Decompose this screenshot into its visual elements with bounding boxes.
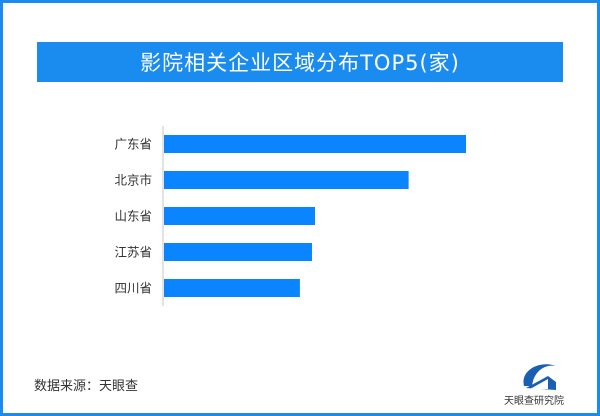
bar-1 (164, 171, 409, 189)
tianyancha-logo-icon (523, 364, 556, 390)
category-label: 广东省 (114, 137, 152, 152)
bar-2 (164, 207, 315, 225)
category-label: 北京市 (114, 173, 152, 188)
data-source: 数据来源：天眼查 (34, 379, 139, 394)
category-label: 山东省 (114, 209, 152, 224)
bar-4 (164, 279, 300, 297)
bar-0 (164, 135, 466, 153)
category-label: 四川省 (114, 281, 152, 296)
bar-3 (164, 243, 312, 261)
chart-title: 影院相关企业区域分布TOP5(家) (37, 42, 563, 82)
category-label: 江苏省 (114, 245, 152, 260)
logo-text: 天眼查研究院 (504, 396, 564, 407)
